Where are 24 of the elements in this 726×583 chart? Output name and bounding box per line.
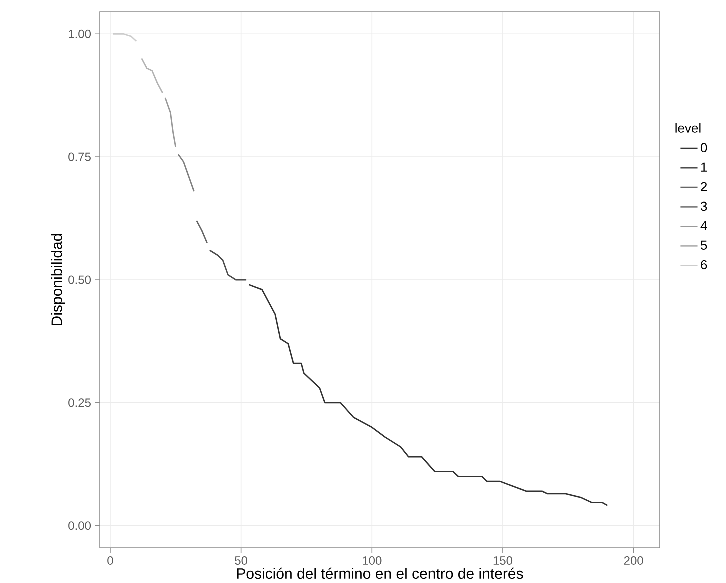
line-series (141, 58, 164, 94)
legend-label: 1 (701, 162, 708, 172)
x-tick-label: 100 (363, 556, 382, 566)
line-series (209, 250, 248, 281)
x-tick-label: 50 (235, 556, 248, 566)
y-tick-label: 0.75 (68, 152, 91, 162)
x-tick-label: 200 (624, 556, 644, 566)
y-tick-label: 1.00 (69, 30, 92, 38)
line-series (164, 97, 177, 148)
legend-label: 4 (700, 221, 708, 230)
legend-label: 5 (700, 240, 708, 250)
line-series (178, 154, 195, 192)
legend-label: 3 (700, 202, 708, 212)
y-tick-label: 0.25 (68, 398, 91, 408)
legend-title: level (676, 123, 701, 133)
y-axis-title: Disponibilidad (51, 234, 66, 326)
x-tick-label: 150 (494, 556, 513, 566)
y-tick-label: 0.00 (68, 522, 92, 530)
legend-label: 0 (700, 143, 708, 153)
legend-label: 6 (701, 260, 708, 270)
x-tick-label: 0 (108, 556, 114, 566)
y-tick-label: 0.50 (68, 276, 92, 284)
x-axis-title: Posición del término en el centro de interés (237, 568, 524, 580)
legend-label: 2 (701, 182, 708, 192)
